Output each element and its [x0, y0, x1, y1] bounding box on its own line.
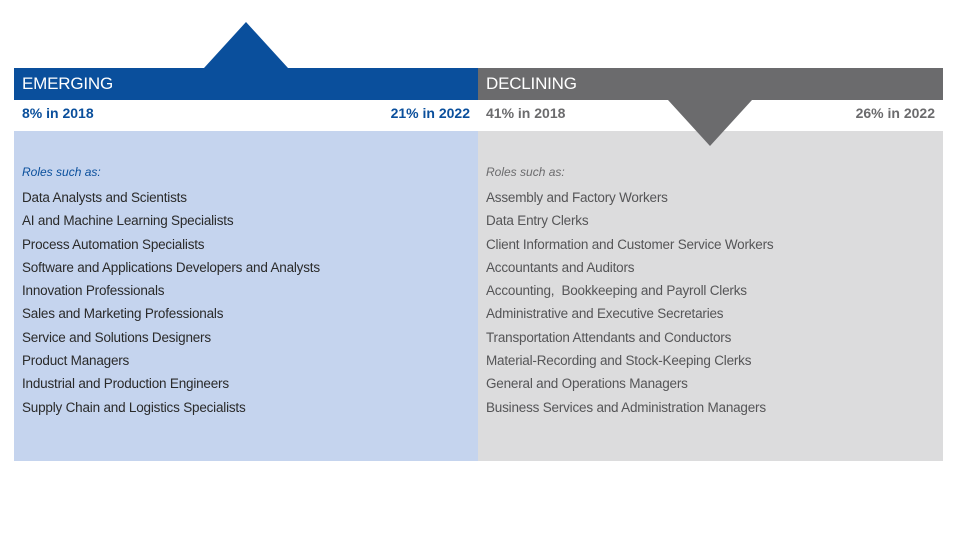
emerging-role-item: Innovation Professionals — [22, 283, 165, 299]
declining-role-item: Transportation Attendants and Conductors — [486, 329, 732, 345]
declining-role-item: Accounting, Bookkeeping and Payroll Cler… — [486, 283, 747, 299]
emerging-panel: EMERGING 8% in 2018 21% in 2022 Roles su… — [14, 68, 478, 461]
emerging-role-item: Data Analysts and Scientists — [22, 190, 187, 205]
declining-role-list: Assembly and Factory Workers Data Entry … — [486, 186, 935, 419]
emerging-role-item: Process Automation Specialists — [22, 236, 205, 252]
emerging-role-item: Product Managers — [22, 353, 130, 369]
emerging-stat-2022: 21% in 2022 — [390, 105, 470, 121]
emerging-role-item: Software and Applications Developers and… — [22, 259, 320, 275]
up-arrow-icon — [204, 22, 288, 68]
declining-role-item: Accountants and Auditors — [486, 259, 635, 275]
emerging-roles-label: Roles such as: — [22, 165, 101, 179]
down-arrow-icon — [668, 100, 752, 146]
declining-title: DECLINING — [478, 68, 943, 100]
declining-role-item: Assembly and Factory Workers — [486, 190, 668, 205]
emerging-roles-box: Roles such as: Data Analysts and Scienti… — [14, 131, 478, 461]
declining-role-item: General and Operations Managers — [486, 376, 688, 392]
emerging-role-item: Service and Solutions Designers — [22, 329, 211, 345]
emerging-role-list: Data Analysts and Scientists AI and Mach… — [22, 186, 470, 419]
declining-role-item: Client Information and Customer Service … — [486, 236, 774, 252]
declining-panel: DECLINING 41% in 2018 26% in 2022 Roles … — [478, 68, 943, 461]
declining-role-item: Material-Recording and Stock-Keeping Cle… — [486, 353, 752, 369]
declining-stat-2018: 41% in 2018 — [486, 105, 566, 121]
emerging-title: EMERGING — [14, 68, 478, 100]
emerging-role-item: Sales and Marketing Professionals — [22, 306, 224, 322]
emerging-role-item: Supply Chain and Logistics Specialists — [22, 399, 246, 415]
emerging-stat-2018: 8% in 2018 — [22, 105, 94, 121]
declining-role-item: Data Entry Clerks — [486, 213, 589, 229]
emerging-role-item: Industrial and Production Engineers — [22, 376, 229, 392]
declining-roles-box: Roles such as: Assembly and Factory Work… — [478, 131, 943, 461]
emerging-stats: 8% in 2018 21% in 2022 — [14, 100, 478, 131]
declining-role-item: Business Services and Administration Man… — [486, 399, 766, 415]
declining-stat-2022: 26% in 2022 — [855, 105, 935, 121]
emerging-role-item: AI and Machine Learning Specialists — [22, 213, 234, 229]
declining-roles-label: Roles such as: — [486, 165, 565, 179]
declining-role-item: Administrative and Executive Secretaries — [486, 306, 724, 322]
